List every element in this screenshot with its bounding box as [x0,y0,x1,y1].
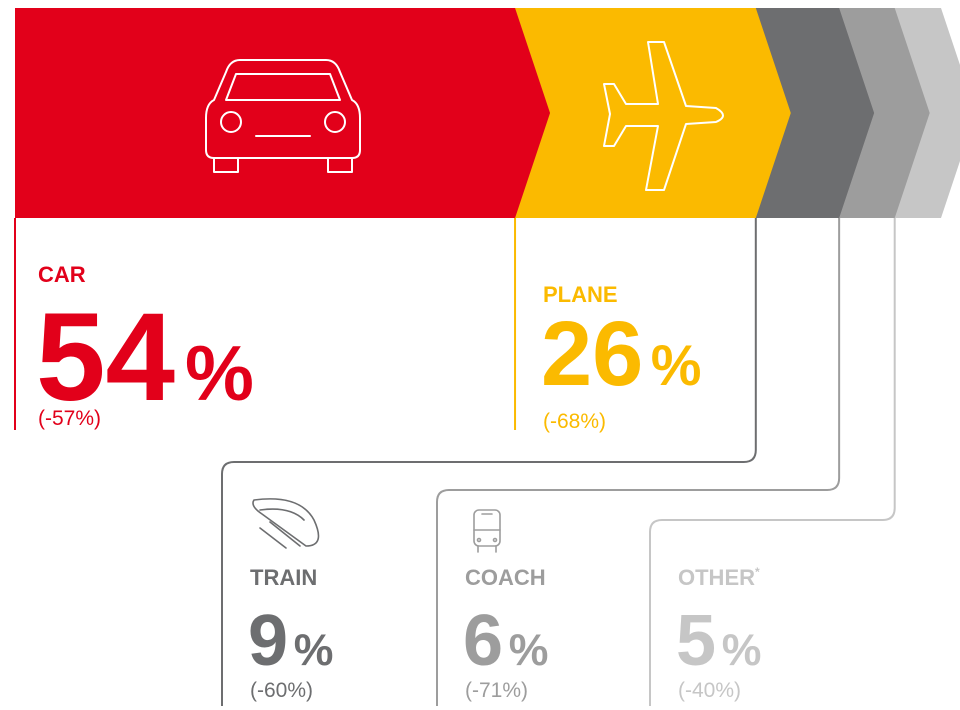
icons [205,41,724,553]
share-number: 5 [676,601,716,681]
share-unit: % [651,334,702,398]
connector-line [221,218,757,706]
category-name: COACH [465,565,546,590]
footnote-mark: * [755,565,760,579]
coach-icon [473,509,501,553]
share-number: 54 [36,288,175,427]
category-name: PLANE [543,282,618,307]
change-label: (-57%) [38,407,101,430]
change-label: (-71%) [465,679,528,702]
share-number: 9 [248,601,288,681]
category-label: CAR [38,262,86,287]
share-value: 54% [36,288,254,427]
connector-line [649,218,896,706]
share-unit: % [185,331,254,417]
band [15,8,551,218]
connector-line [436,218,841,706]
share-unit: % [294,626,334,675]
plane-icon [603,41,724,191]
share-value: 9% [248,601,333,681]
category-label: COACH [465,565,546,590]
share-value: 6% [463,601,548,681]
category-label: TRAIN [250,565,317,590]
category-name: OTHER [678,565,755,590]
car-icon [205,59,361,173]
category-name: CAR [38,262,86,287]
share-number: 26 [541,303,643,405]
train-icon [252,498,320,549]
share-unit: % [722,626,762,675]
category-name: TRAIN [250,565,317,590]
share-value: 26% [541,303,701,405]
category-label: OTHER* [678,565,760,590]
share-number: 6 [463,601,503,681]
category-label: PLANE [543,282,618,307]
share-unit: % [509,626,549,675]
change-label: (-68%) [543,410,606,433]
change-label: (-60%) [250,679,313,702]
share-value: 5% [676,601,761,681]
change-label: (-40%) [678,679,741,702]
